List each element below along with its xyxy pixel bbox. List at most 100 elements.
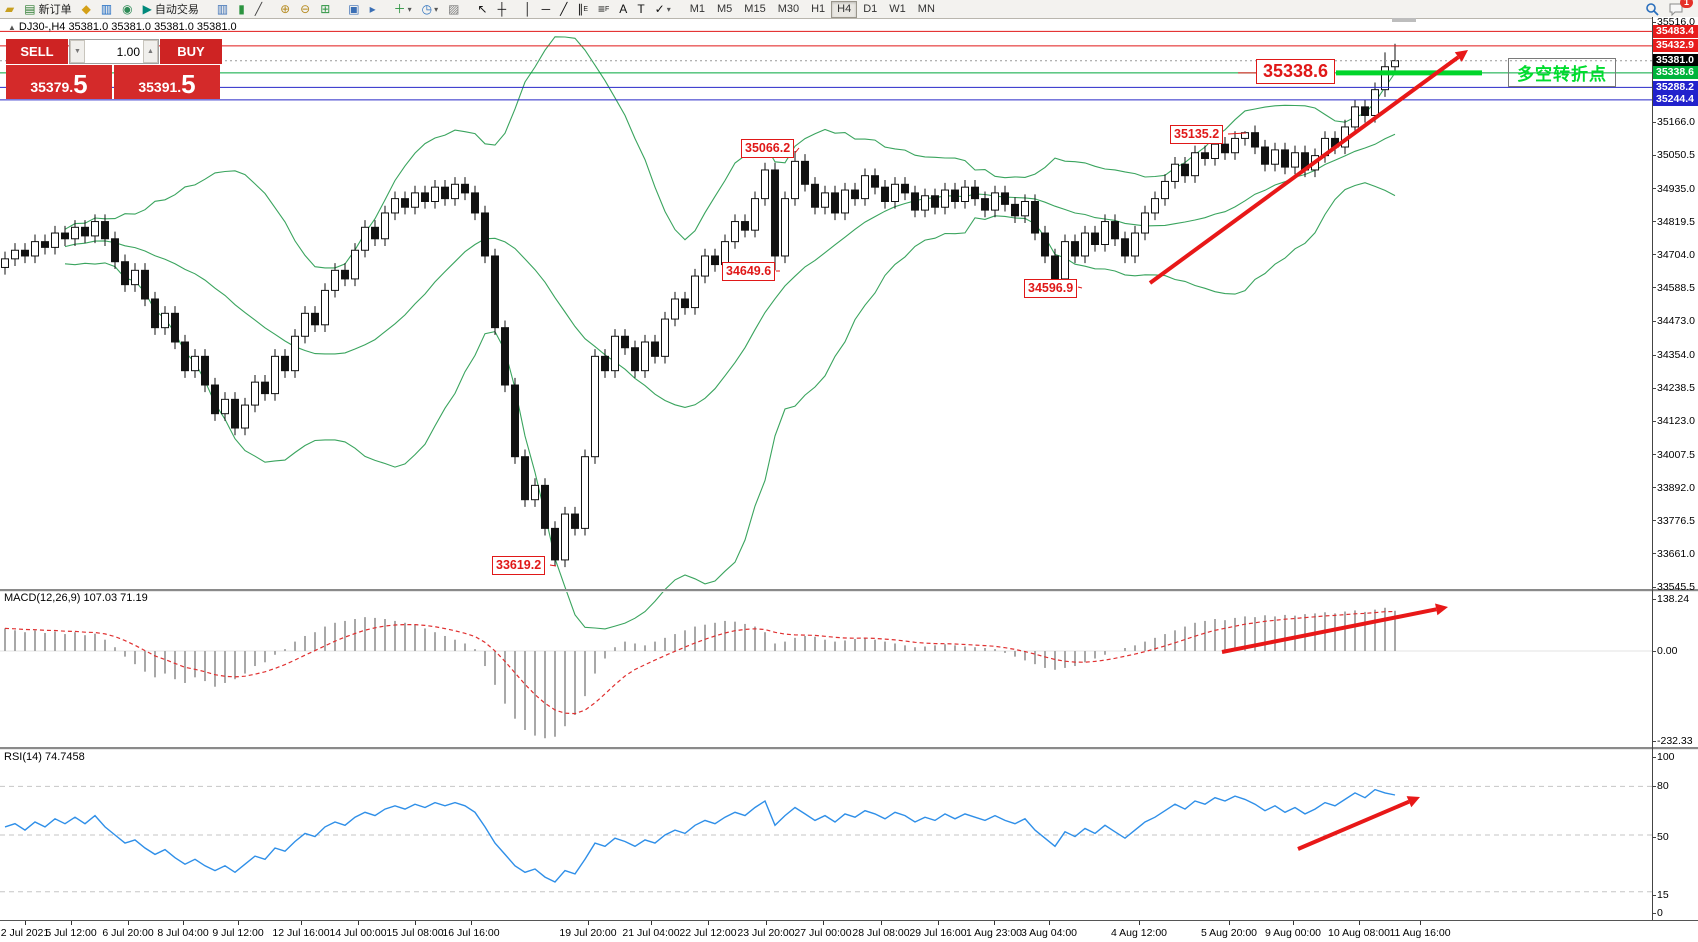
navigator-icon[interactable]: ◉ [118,0,136,18]
line-chart-icon: ╱ [254,2,263,16]
timeframe-button-mn[interactable]: MN [917,3,935,15]
tile-windows-icon[interactable]: ⊞ [316,0,334,18]
cursor-icon: ↖ [477,2,488,16]
price-tick [1652,520,1656,522]
fibonacci-icon: ≡ [598,2,606,16]
timeframe-button-w1[interactable]: W1 [889,3,906,15]
timeframe-button-m5[interactable]: M5 [717,3,733,15]
trend-arrow [1221,607,1437,654]
timeframe-button-m15[interactable]: M15 [744,3,766,15]
vertical-line-icon[interactable]: │ [520,0,536,18]
period-clock-icon[interactable]: ◷ ▾ [418,0,443,18]
cursor-icon[interactable]: ↖ [474,0,492,18]
trend-arrow [1297,799,1410,851]
price-tick [1652,553,1656,555]
horizontal-line-icon[interactable]: ─ [538,0,555,18]
notification-badge: 1 [1679,0,1693,8]
price-tick-label: 34123.0 [1657,415,1695,428]
price-tick-label: 34473.0 [1657,315,1695,328]
search-icon[interactable] [1641,0,1663,18]
pane-divider-rsi[interactable] [0,747,1698,750]
equidistant-channel-icon[interactable]: ∥ E [577,2,588,16]
candlestick-chart-icon[interactable]: ▮ [234,0,249,18]
chart-shift-icon[interactable]: ▸ [366,0,380,18]
time-tick [1359,921,1360,925]
text-icon: A [619,2,628,16]
volume-input[interactable] [85,43,143,60]
period-clock-icon: ◷ [421,2,433,16]
indicator-scale-label: 138.24 [1657,593,1690,605]
add-indicator-icon-dropdown[interactable]: ▾ [407,4,412,14]
price-tick [1652,287,1656,289]
chart-window-icon[interactable]: ▰ [1,0,18,18]
time-label: 9 Jul 12:00 [212,927,264,939]
market-watch-icon[interactable]: ▥ [97,0,116,18]
notifications-icon[interactable]: 1 [1665,0,1693,18]
time-label: 27 Jul 00:00 [794,927,852,939]
timeframe-button-m1[interactable]: M1 [689,3,706,15]
volume-increase-button[interactable]: ▲ [143,40,158,63]
arrows-tool-icon[interactable]: ✓ ▾ [651,0,675,18]
zoom-in-icon[interactable]: ⊕ [276,0,294,18]
bar-chart-icon[interactable]: ▥ [213,0,232,18]
auto-arrange-icon: ▣ [348,2,360,16]
chart-icon: ▲ [8,23,16,32]
time-label: 1 Aug 23:00 [965,927,1023,939]
chart-shift-marker[interactable] [1392,18,1416,22]
auto-arrange-icon[interactable]: ▣ [344,0,363,18]
macd-histogram [4,607,1396,739]
horizontal-line-icon: ─ [541,2,551,16]
autotrade-button[interactable]: ▶ 自动交易 [139,0,203,18]
market-watch-icon: ▥ [100,2,113,16]
buy-button[interactable]: BUY [160,39,222,64]
sell-button[interactable]: SELL [6,39,68,64]
macd-signal-line [4,610,1396,715]
timeframe-button-d1[interactable]: D1 [863,3,878,15]
price-level-tag: 35288.2 [1653,80,1698,94]
toolbar-buttons: ▰ ▤ 新订单 ◆ ▥ ◉ ▶ 自动交易 ▥ ▮ ╱ ⊕ ⊖ ⊞ ▣ ▸ ＋ ▾ ◷ ▾ ▨ ↖ ┼ │ ─ ╱ ∥ E ≡ F A T ✓ ▾ [0,0,684,18]
line-chart-icon[interactable]: ╱ [251,0,266,18]
toolbox-icon[interactable]: ◆ [78,0,95,18]
timeframe-button-m30[interactable]: M30 [777,3,800,15]
text-icon[interactable]: A [615,0,631,18]
zoom-out-icon[interactable]: ⊖ [296,0,314,18]
time-tick [938,921,939,925]
price-level-tag: 35381.0 [1653,54,1698,68]
template-icon[interactable]: ▨ [444,0,463,18]
price-tick-label: 34935.0 [1657,182,1695,195]
time-tick [183,921,184,925]
sell-price-display: 35379. 5 [6,65,112,99]
add-indicator-icon[interactable]: ＋ ▾ [390,0,416,18]
new-order-button[interactable]: ▤ 新订单 [20,0,75,18]
price-tick [1652,586,1656,588]
text-label-icon[interactable]: T [633,0,648,18]
timeframe-button-h4[interactable]: H4 [831,0,858,18]
price-tick-label: 34007.5 [1657,448,1695,461]
price-tick [1652,21,1656,23]
pane-divider-macd[interactable] [0,589,1698,592]
timeframe-button-h1[interactable]: H1 [811,3,826,15]
new-order-button: ▤ [24,2,36,16]
time-tick [471,921,472,925]
indicator-tick [1652,894,1656,896]
indicator-scale-label: 0 [1657,907,1663,919]
price-scale[interactable] [1653,17,1698,920]
timeframe-bar: M1 M5 M15 M30 H1 H4 D1 W1 MN [684,0,941,18]
period-clock-icon-dropdown[interactable]: ▾ [434,4,439,14]
trendline-icon[interactable]: ╱ [556,0,571,18]
crosshair-icon[interactable]: ┼ [494,0,511,18]
rsi-label: RSI(14) 74.7458 [4,751,85,763]
time-axis[interactable]: 2 Jul 2021 5 Jul 12:00 6 Jul 20:00 8 Jul 04… [0,920,1698,942]
fibonacci-icon[interactable]: ≡ F [598,2,610,16]
time-tick [128,921,129,925]
volume-decrease-button[interactable]: ▼ [70,40,85,63]
navigator-icon: ◉ [122,2,133,16]
arrows-tool-icon-dropdown[interactable]: ▾ [666,4,671,14]
time-tick [1293,921,1294,925]
price-tick [1652,154,1656,156]
time-tick [1139,921,1140,925]
price-tick [1652,487,1656,489]
new-order-button-label: 新订单 [38,4,72,16]
